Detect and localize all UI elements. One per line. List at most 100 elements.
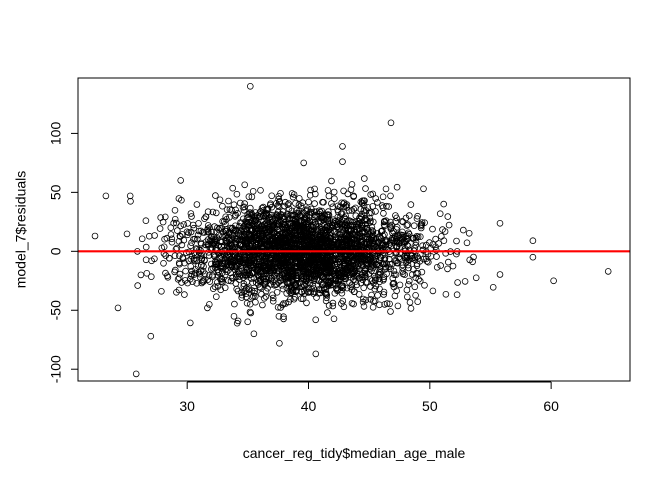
- data-point: [298, 231, 305, 239]
- data-point: [361, 269, 369, 277]
- data-point: [159, 218, 167, 226]
- data-point: [362, 215, 369, 223]
- data-point: [357, 198, 365, 206]
- data-point: [341, 253, 349, 261]
- data-point: [390, 279, 397, 287]
- data-point: [196, 273, 204, 281]
- data-point: [204, 242, 212, 249]
- data-point: [236, 226, 243, 234]
- data-point: [403, 222, 411, 229]
- data-point: [273, 259, 281, 267]
- data-point: [489, 283, 497, 291]
- data-point: [362, 265, 370, 273]
- data-point: [313, 294, 320, 301]
- data-point: [357, 279, 365, 287]
- data-point: [187, 319, 194, 327]
- data-point: [388, 221, 395, 229]
- data-point: [288, 268, 296, 275]
- data-point: [266, 201, 274, 209]
- data-point: [411, 283, 419, 291]
- data-point: [379, 276, 387, 284]
- data-point: [338, 229, 346, 237]
- data-point: [405, 229, 412, 237]
- data-point: [416, 277, 424, 285]
- data-point: [183, 249, 190, 257]
- data-point: [262, 227, 269, 234]
- data-point: [171, 252, 179, 260]
- data-point: [419, 242, 426, 250]
- data-points: [91, 83, 612, 378]
- data-point: [414, 298, 422, 306]
- data-point: [142, 217, 150, 225]
- data-point: [310, 288, 318, 296]
- data-point: [183, 228, 191, 236]
- data-point: [321, 275, 328, 283]
- data-point: [361, 271, 369, 279]
- data-point: [314, 213, 322, 221]
- x-axis: 30 40 50 60: [179, 381, 559, 414]
- data-point: [245, 193, 253, 201]
- x-tick-label: 50: [422, 398, 438, 414]
- data-point: [278, 281, 286, 289]
- data-point: [316, 225, 323, 233]
- data-point: [331, 236, 339, 244]
- data-point: [309, 282, 317, 289]
- data-point: [234, 287, 242, 295]
- data-point: [218, 278, 225, 285]
- data-point: [372, 276, 379, 284]
- data-point: [324, 208, 332, 215]
- data-point: [396, 281, 404, 289]
- data-point: [241, 181, 249, 189]
- data-point: [312, 350, 320, 358]
- data-point: [292, 267, 300, 275]
- data-point: [277, 259, 284, 266]
- data-point: [367, 191, 375, 198]
- data-point: [223, 239, 231, 247]
- data-point: [303, 299, 310, 307]
- data-point: [338, 199, 346, 207]
- data-point: [287, 240, 295, 248]
- data-point: [389, 274, 397, 282]
- data-point: [381, 301, 389, 308]
- data-point: [205, 252, 213, 259]
- data-point: [472, 274, 480, 282]
- data-point: [177, 233, 184, 240]
- data-point: [372, 235, 380, 242]
- data-point: [287, 256, 295, 264]
- data-point: [251, 255, 258, 262]
- data-point: [245, 286, 252, 294]
- data-point: [379, 193, 387, 201]
- data-point: [323, 262, 331, 269]
- data-point: [188, 271, 196, 278]
- data-point: [336, 258, 344, 266]
- data-point: [211, 283, 219, 291]
- data-point: [238, 294, 246, 301]
- data-point: [287, 211, 295, 219]
- data-point: [335, 217, 342, 224]
- data-point: [229, 237, 236, 244]
- data-point: [238, 241, 245, 248]
- data-point: [234, 317, 242, 325]
- data-point: [358, 210, 366, 218]
- data-point: [324, 216, 331, 223]
- data-point: [300, 238, 308, 245]
- data-point: [280, 300, 287, 307]
- data-point: [454, 279, 461, 286]
- data-point: [399, 261, 406, 269]
- data-point: [151, 255, 158, 263]
- data-point: [269, 297, 277, 305]
- data-point: [423, 257, 431, 265]
- data-point: [393, 183, 401, 191]
- data-point: [175, 195, 183, 202]
- data-point: [239, 271, 247, 279]
- data-point: [311, 275, 319, 282]
- data-point: [392, 257, 400, 265]
- data-point: [238, 289, 245, 296]
- data-point: [463, 239, 471, 247]
- data-point: [374, 291, 381, 299]
- data-point: [449, 262, 457, 270]
- data-point: [260, 230, 267, 238]
- data-point: [334, 234, 342, 242]
- data-point: [280, 313, 287, 321]
- data-point: [173, 219, 180, 227]
